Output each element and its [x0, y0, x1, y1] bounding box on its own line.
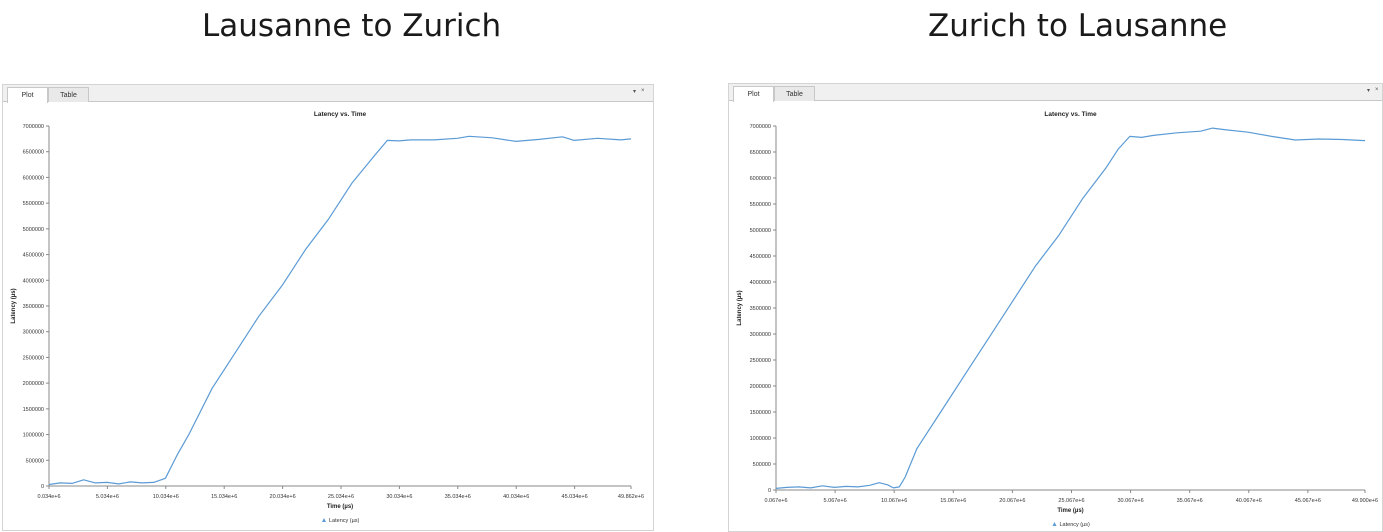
panel-close-icon[interactable]: × — [641, 88, 645, 94]
latency-chart-left: Latency vs. Time 0 500000 1000000 1500000 200… — [11, 111, 644, 524]
x-tick-label: 30.034e+6 — [386, 494, 412, 500]
plot-panel-right: Plot Table ▾ × Latency vs. Time 0 500000 10… — [728, 83, 1383, 532]
y-tick-label: 5000000 — [750, 228, 771, 234]
x-tick-label: 0.034e+6 — [37, 494, 60, 500]
x-tick-label: 10.067e+6 — [881, 498, 907, 504]
y-axis-label: Latency (µs) — [737, 290, 743, 325]
x-tick-label: 49.900e+6 — [1352, 498, 1378, 504]
y-tick-label: 4500000 — [750, 254, 771, 260]
y-tick-label: 1500000 — [750, 410, 771, 416]
tab-plot[interactable]: Plot — [733, 86, 774, 102]
legend-label: Latency (µs) — [1060, 522, 1091, 528]
series-line-latency — [48, 135, 632, 486]
x-tick-label: 5.067e+6 — [824, 498, 847, 504]
y-tick-label: 2000000 — [23, 381, 44, 387]
y-tick-label: 4000000 — [750, 280, 771, 286]
legend-marker — [322, 518, 326, 522]
y-tick-label: 500000 — [753, 462, 771, 468]
tab-table[interactable]: Table — [774, 86, 815, 101]
series-line-latency — [775, 127, 1366, 489]
latency-chart-right: Latency vs. Time 0 500000 1000000 1500000 200… — [737, 111, 1378, 528]
y-tick-label: 6500000 — [23, 150, 44, 156]
chart-title: Latency vs. Time — [314, 111, 367, 118]
chart-heading-left: Lausanne to Zurich — [202, 8, 502, 44]
y-tick-label: 5000000 — [23, 227, 44, 233]
panel-menu-icon[interactable]: ▾ — [633, 89, 637, 95]
x-tick-label: 15.034e+6 — [211, 494, 237, 500]
x-tick-label: 35.034e+6 — [445, 494, 471, 500]
x-tick-label: 25.034e+6 — [328, 494, 354, 500]
x-tick-label: 49.862e+6 — [618, 494, 644, 500]
x-tick-label: 5.034e+6 — [96, 494, 119, 500]
legend-marker — [1052, 522, 1057, 526]
chart-title: Latency vs. Time — [1044, 111, 1097, 118]
x-axis-label: Time (µs) — [327, 504, 353, 510]
tab-table[interactable]: Table — [48, 87, 89, 102]
x-tick-label: 20.034e+6 — [270, 494, 296, 500]
y-tick-label: 5500000 — [750, 202, 771, 208]
x-tick-label: 45.067e+6 — [1295, 498, 1321, 504]
y-tick-label: 500000 — [26, 458, 44, 464]
y-tick-label: 6000000 — [750, 176, 771, 182]
x-tick-label: 30.067e+6 — [1118, 498, 1144, 504]
y-tick-label: 1000000 — [750, 436, 771, 442]
x-tick-label: 40.034e+6 — [503, 494, 529, 500]
x-tick-label: 35.067e+6 — [1177, 498, 1203, 504]
y-tick-label: 2500000 — [23, 355, 44, 361]
y-tick-label: 5500000 — [23, 201, 44, 207]
y-tick-label: 2500000 — [750, 358, 771, 364]
chart-heading-right: Zurich to Lausanne — [928, 8, 1228, 44]
tab-bar: Plot Table ▾ × — [729, 84, 1382, 102]
x-axis-label: Time (µs) — [1057, 508, 1083, 514]
x-tick-label: 45.034e+6 — [562, 494, 588, 500]
tab-plot[interactable]: Plot — [7, 87, 48, 103]
x-tick-label: 10.034e+6 — [153, 494, 179, 500]
y-tick-label: 3000000 — [23, 330, 44, 336]
y-tick-label: 3000000 — [750, 332, 771, 338]
panel-menu-icon[interactable]: ▾ — [1367, 88, 1371, 94]
y-tick-label: 4000000 — [23, 278, 44, 284]
y-tick-label: 3500000 — [750, 306, 771, 312]
tab-bar: Plot Table ▾ × — [3, 85, 653, 103]
x-tick-label: 15.067e+6 — [940, 498, 966, 504]
y-tick-label: 7000000 — [23, 124, 44, 130]
panel-close-icon[interactable]: × — [1375, 87, 1379, 93]
y-tick-label: 2000000 — [750, 384, 771, 390]
y-tick-label: 4500000 — [23, 253, 44, 259]
x-tick-label: 20.067e+6 — [999, 498, 1025, 504]
y-tick-label: 6500000 — [750, 150, 771, 156]
y-axis-label: Latency (µs) — [11, 288, 17, 323]
x-tick-label: 40.067e+6 — [1236, 498, 1262, 504]
y-tick-label: 6000000 — [23, 175, 44, 181]
y-tick-label: 1000000 — [23, 433, 44, 439]
y-tick-label: 7000000 — [750, 124, 771, 130]
y-tick-label: 0 — [41, 484, 44, 490]
y-tick-label: 1500000 — [23, 407, 44, 413]
plot-panel-left: Plot Table ▾ × Latency vs. Time 0 500000 10… — [2, 84, 654, 531]
legend-label: Latency (µs) — [329, 518, 360, 524]
x-tick-label: 0.067e+6 — [764, 498, 787, 504]
x-tick-label: 25.067e+6 — [1058, 498, 1084, 504]
y-tick-label: 0 — [768, 488, 771, 494]
y-tick-label: 3500000 — [23, 304, 44, 310]
